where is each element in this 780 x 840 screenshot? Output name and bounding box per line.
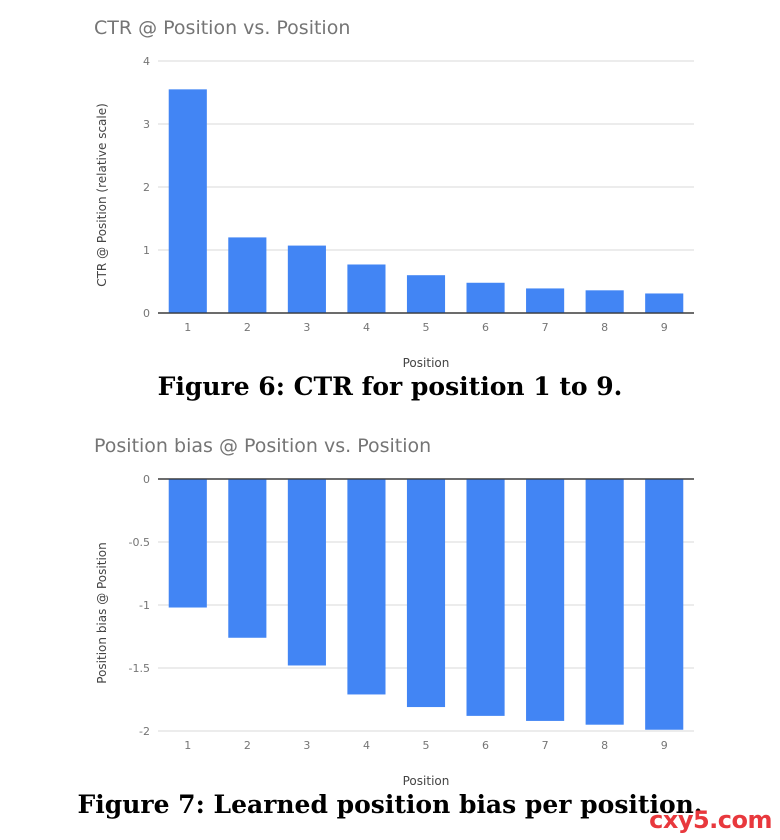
watermark-logo: cxy5.com — [649, 806, 772, 834]
bar-position-4 — [347, 479, 386, 695]
chart-bias-y-axis-title: Position bias @ Position — [95, 542, 109, 683]
bar-position-3 — [287, 245, 326, 313]
bar-position-7 — [526, 288, 565, 313]
x-tick-label: 5 — [423, 739, 430, 752]
bar-position-1 — [168, 479, 207, 608]
x-tick-label: 4 — [363, 739, 370, 752]
x-tick-label: 2 — [244, 321, 251, 334]
bar-position-5 — [406, 479, 446, 708]
chart-position-bias: Position bias @ Position vs. Position 0 -… — [94, 435, 694, 788]
y-tick-label: 4 — [143, 55, 150, 68]
bar-position-2 — [228, 479, 267, 638]
y-tick-label: -1 — [139, 599, 150, 612]
x-tick-label: 9 — [661, 739, 668, 752]
x-tick-label: 4 — [363, 321, 370, 334]
y-tick-label: -2 — [139, 725, 150, 738]
figure-7-caption: Figure 7: Learned position bias per posi… — [77, 790, 703, 819]
x-tick-label: 6 — [482, 321, 489, 334]
chart-ctr-title: CTR @ Position vs. Position — [94, 17, 350, 39]
x-tick-label: 9 — [661, 321, 668, 334]
y-tick-label: 3 — [143, 118, 150, 131]
chart-bias-bars — [158, 478, 694, 730]
chart-ctr: CTR @ Position vs. Position 0 1 2 3 4 1 2 3 4 5 6… — [94, 17, 694, 370]
bar-position-4 — [347, 264, 386, 313]
y-tick-label: 0 — [143, 307, 150, 320]
y-tick-label: -1.5 — [129, 662, 150, 675]
x-tick-label: 7 — [542, 321, 549, 334]
x-tick-label: 2 — [244, 739, 251, 752]
x-tick-label: 6 — [482, 739, 489, 752]
bar-position-9 — [645, 479, 684, 730]
chart-ctr-x-axis-title: Position — [403, 356, 450, 370]
chart-ctr-y-axis-title: CTR @ Position (relative scale) — [95, 103, 109, 287]
bar-position-2 — [228, 237, 267, 313]
chart-bias-x-axis-title: Position — [403, 774, 450, 788]
y-tick-label: 2 — [143, 181, 150, 194]
bar-position-8 — [585, 290, 624, 313]
x-tick-label: 8 — [601, 321, 608, 334]
chart-ctr-x-ticks: 1 2 3 4 5 6 7 8 9 — [184, 321, 667, 334]
x-tick-label: 1 — [184, 321, 191, 334]
x-tick-label: 8 — [601, 739, 608, 752]
bar-position-8 — [585, 479, 624, 725]
chart-ctr-bars — [158, 89, 694, 314]
y-tick-label: -0.5 — [129, 536, 150, 549]
chart-bias-title: Position bias @ Position vs. Position — [94, 435, 431, 457]
x-tick-label: 1 — [184, 739, 191, 752]
bar-position-9 — [645, 293, 684, 313]
bar-position-3 — [287, 479, 326, 666]
bar-position-6 — [466, 479, 505, 716]
bar-position-6 — [466, 282, 505, 313]
bar-position-1 — [168, 89, 207, 313]
bar-position-5 — [406, 275, 446, 313]
x-tick-label: 3 — [303, 321, 310, 334]
chart-ctr-y-ticks: 0 1 2 3 4 — [143, 55, 150, 320]
chart-bias-y-ticks: 0 -0.5 -1 -1.5 -2 — [129, 473, 150, 738]
chart-bias-x-ticks: 1 2 3 4 5 6 7 8 9 — [184, 739, 667, 752]
x-tick-label: 3 — [303, 739, 310, 752]
x-tick-label: 7 — [542, 739, 549, 752]
x-tick-label: 5 — [423, 321, 430, 334]
bar-position-7 — [526, 479, 565, 721]
y-tick-label: 0 — [143, 473, 150, 486]
figure-6-caption: Figure 6: CTR for position 1 to 9. — [157, 372, 623, 401]
y-tick-label: 1 — [143, 244, 150, 257]
